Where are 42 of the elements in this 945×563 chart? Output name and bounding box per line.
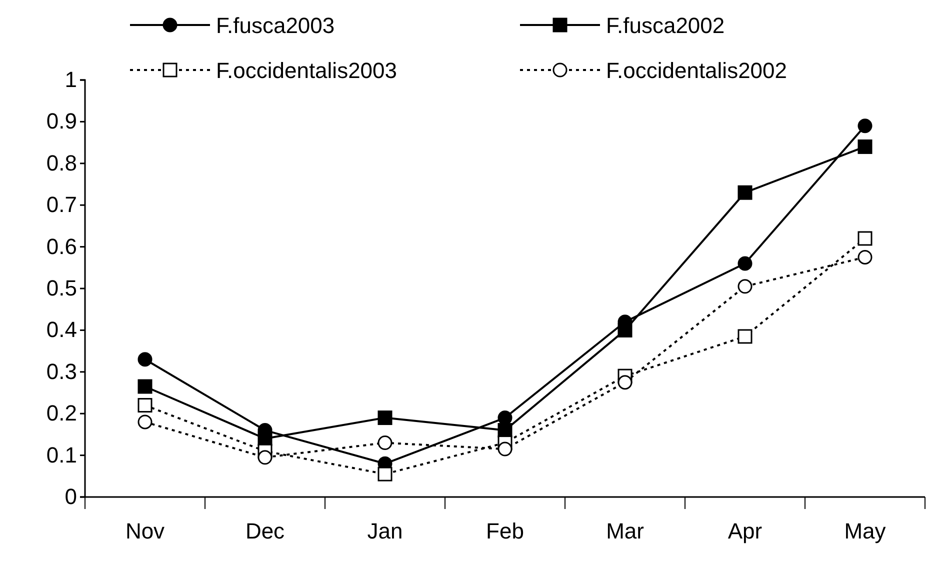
point	[138, 398, 152, 413]
point	[738, 185, 752, 200]
point	[738, 256, 752, 271]
legend-label: F.occidentalis2003	[216, 58, 398, 83]
x-tick-label: Jan	[367, 518, 403, 544]
legend-label: F.fusca2002	[606, 13, 725, 38]
legend-label: F.fusca2003	[216, 13, 335, 38]
point	[378, 436, 392, 450]
point	[498, 410, 512, 426]
y-tick-label: 0.2	[46, 400, 77, 426]
point	[858, 231, 872, 246]
y-tick-label: 0.6	[46, 234, 77, 259]
x-tick-label: Nov	[125, 518, 165, 544]
legend-label: F.occidentalis2002	[606, 58, 788, 83]
y-tick-label: 0	[64, 484, 77, 510]
point	[618, 322, 632, 338]
x-tick-label: May	[844, 518, 886, 544]
y-tick-label: 1	[64, 67, 77, 92]
point	[378, 410, 392, 426]
point	[258, 450, 272, 465]
y-tick-label: 0.5	[46, 276, 77, 301]
point	[858, 139, 872, 154]
point	[498, 442, 512, 456]
y-tick-label: 0.7	[46, 192, 77, 218]
x-tick-label: Dec	[245, 518, 285, 544]
point	[138, 379, 152, 394]
y-tick-label: 0.8	[46, 150, 77, 176]
point	[138, 414, 152, 430]
y-tick-label: 0.9	[46, 108, 77, 134]
y-tick-label: 0.1	[46, 442, 77, 468]
point	[378, 466, 392, 482]
y-tick-label: 0.3	[46, 358, 77, 384]
x-tick-label: Apr	[728, 518, 762, 544]
x-tick-label: Mar	[606, 518, 644, 544]
point	[858, 250, 872, 264]
point	[858, 118, 872, 134]
point	[738, 329, 752, 344]
point	[738, 279, 752, 294]
y-tick-label: 0.4	[46, 317, 77, 342]
point	[618, 375, 632, 390]
x-tick-label: Feb	[486, 518, 524, 544]
point	[138, 352, 152, 367]
